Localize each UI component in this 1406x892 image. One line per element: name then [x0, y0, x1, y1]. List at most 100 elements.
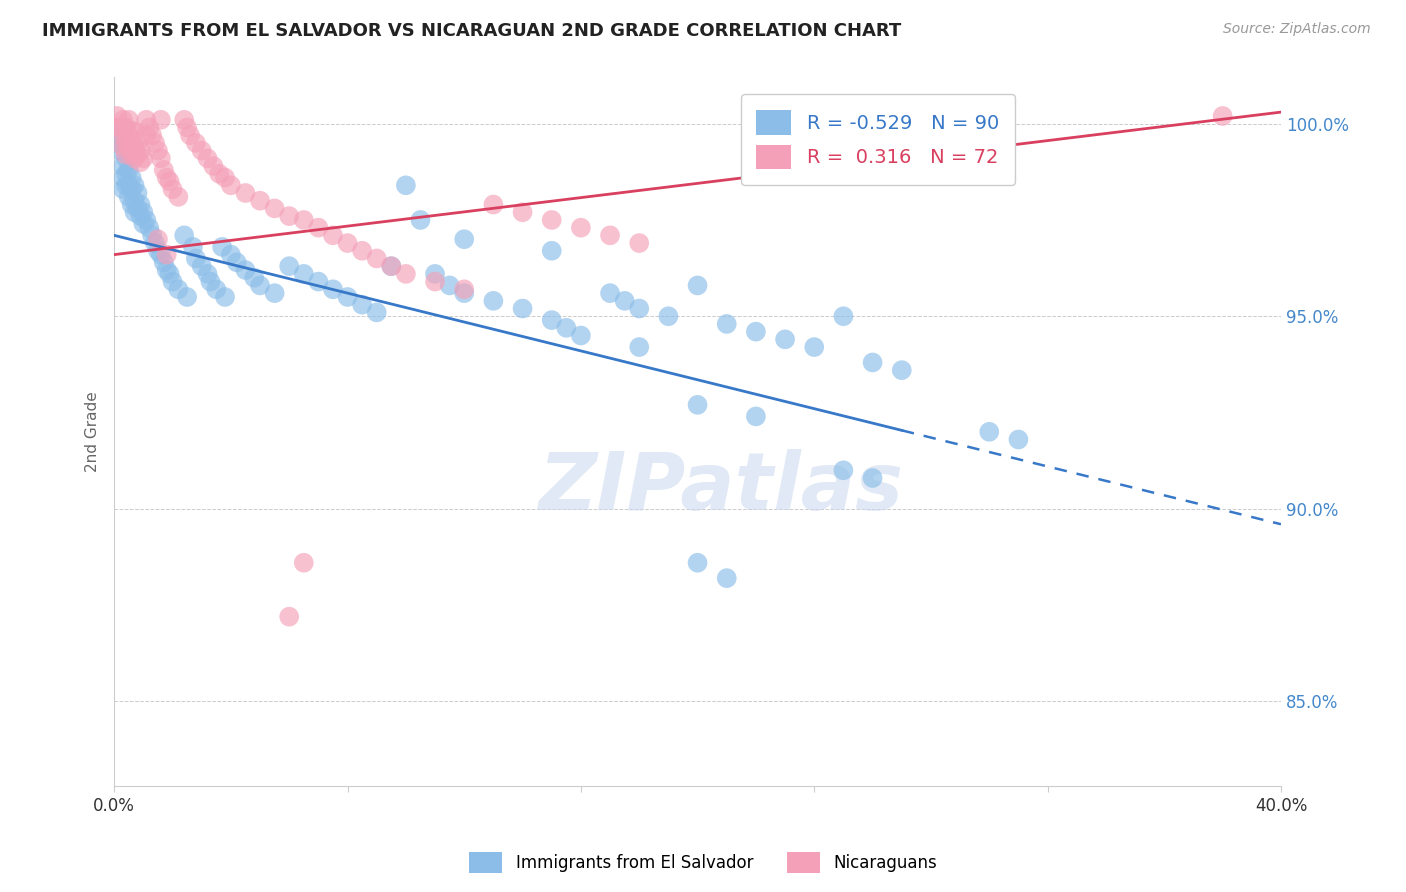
Point: [214, 170, 236, 185]
Point: [115, 147, 138, 161]
Point: [512, 301, 534, 316]
Point: [366, 305, 388, 319]
Point: [156, 170, 179, 185]
Point: [862, 355, 884, 369]
Point: [366, 252, 388, 266]
Point: [336, 290, 359, 304]
Point: [124, 205, 146, 219]
Point: [628, 301, 651, 316]
Point: [105, 120, 128, 135]
Point: [613, 293, 636, 308]
Point: [138, 120, 160, 135]
Point: [162, 182, 184, 196]
Point: [124, 140, 146, 154]
Point: [512, 205, 534, 219]
Point: [111, 159, 134, 173]
Point: [803, 340, 825, 354]
Point: [121, 136, 143, 150]
Point: [181, 240, 204, 254]
Point: [146, 144, 169, 158]
Point: [322, 228, 344, 243]
Point: [540, 213, 562, 227]
Point: [628, 235, 651, 250]
Text: Source: ZipAtlas.com: Source: ZipAtlas.com: [1223, 22, 1371, 37]
Point: [249, 194, 271, 208]
Point: [336, 235, 359, 250]
Point: [832, 463, 855, 477]
Point: [121, 147, 143, 161]
Point: [156, 263, 179, 277]
Point: [146, 244, 169, 258]
Point: [322, 282, 344, 296]
Point: [152, 255, 174, 269]
Point: [138, 220, 160, 235]
Point: [745, 325, 768, 339]
Point: [423, 267, 446, 281]
Point: [118, 190, 141, 204]
Point: [540, 313, 562, 327]
Point: [482, 293, 505, 308]
Point: [292, 267, 315, 281]
Point: [292, 213, 315, 227]
Point: [599, 228, 621, 243]
Point: [115, 178, 138, 193]
Point: [307, 275, 329, 289]
Point: [395, 267, 418, 281]
Point: [129, 144, 152, 158]
Point: [482, 197, 505, 211]
Point: [143, 235, 166, 250]
Point: [111, 128, 134, 143]
Point: [208, 167, 231, 181]
Point: [307, 220, 329, 235]
Y-axis label: 2nd Grade: 2nd Grade: [86, 392, 100, 472]
Point: [1007, 433, 1029, 447]
Point: [118, 112, 141, 127]
Point: [146, 232, 169, 246]
Point: [197, 267, 219, 281]
Point: [184, 136, 207, 150]
Point: [352, 244, 374, 258]
Point: [716, 571, 738, 585]
Point: [380, 259, 402, 273]
Point: [249, 278, 271, 293]
Point: [211, 240, 233, 254]
Point: [143, 136, 166, 150]
Point: [127, 147, 149, 161]
Point: [129, 155, 152, 169]
Point: [453, 282, 475, 296]
Point: [124, 178, 146, 193]
Point: [745, 409, 768, 424]
Point: [118, 140, 141, 154]
Point: [108, 120, 131, 135]
Point: [862, 471, 884, 485]
Point: [124, 124, 146, 138]
Point: [149, 112, 172, 127]
Point: [202, 159, 225, 173]
Point: [129, 209, 152, 223]
Point: [686, 278, 709, 293]
Point: [439, 278, 461, 293]
Point: [176, 120, 198, 135]
Point: [173, 112, 195, 127]
Point: [127, 136, 149, 150]
Point: [1212, 109, 1234, 123]
Point: [219, 178, 242, 193]
Point: [167, 190, 190, 204]
Point: [225, 255, 247, 269]
Point: [205, 282, 228, 296]
Point: [395, 178, 418, 193]
Point: [115, 136, 138, 150]
Point: [149, 247, 172, 261]
Point: [118, 162, 141, 177]
Point: [115, 167, 138, 181]
Point: [540, 244, 562, 258]
Point: [111, 182, 134, 196]
Point: [118, 178, 141, 193]
Point: [278, 609, 301, 624]
Point: [243, 270, 266, 285]
Point: [149, 151, 172, 165]
Point: [115, 151, 138, 165]
Point: [200, 275, 222, 289]
Point: [686, 398, 709, 412]
Point: [263, 202, 285, 216]
